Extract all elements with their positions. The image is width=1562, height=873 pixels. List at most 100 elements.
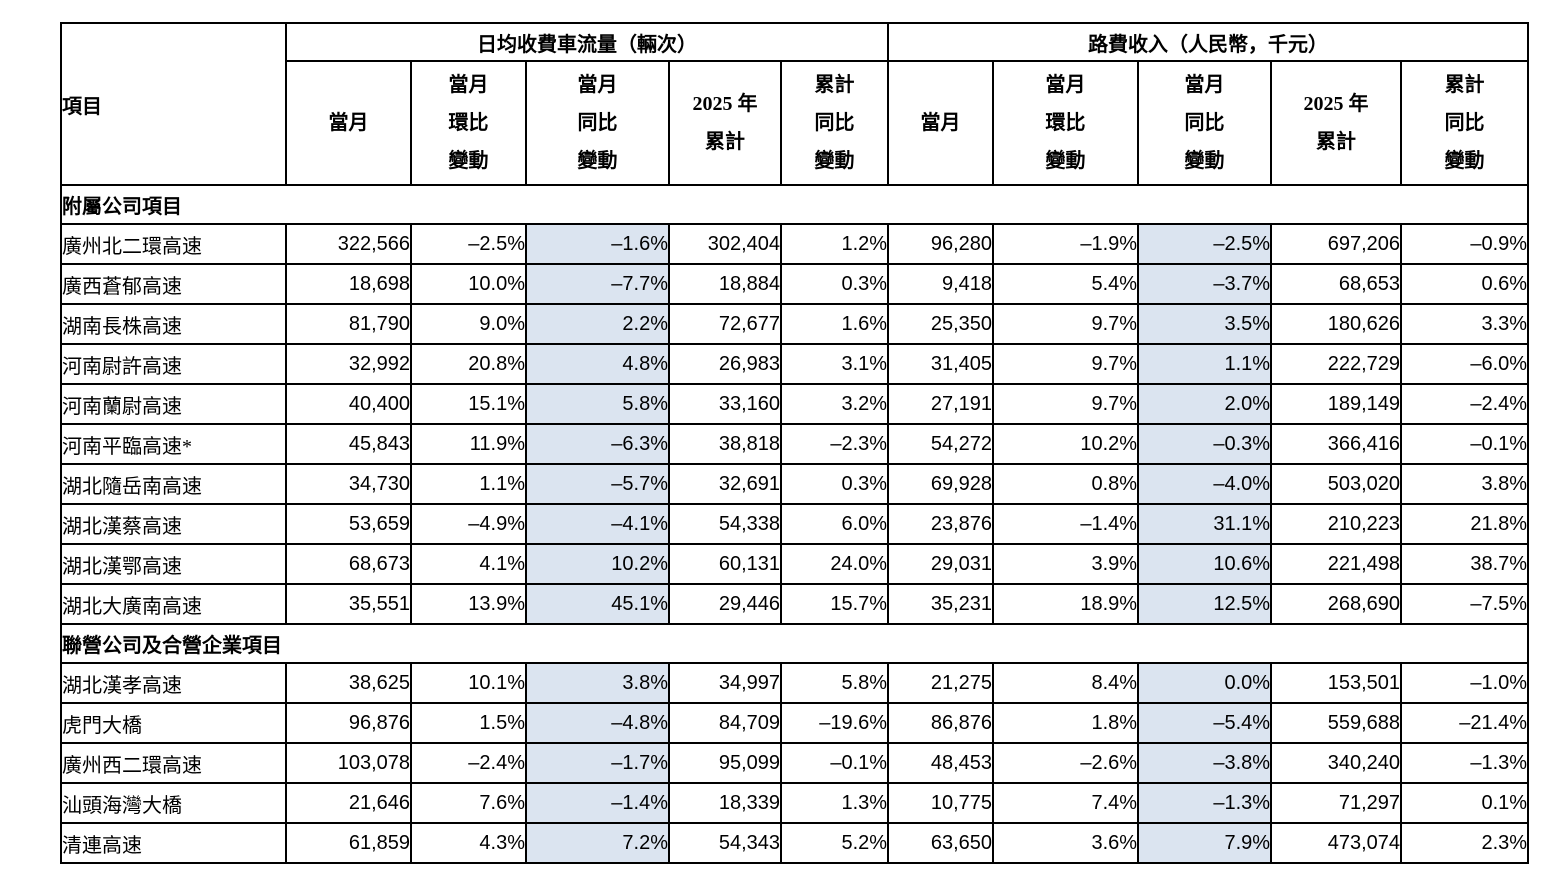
- project-name-cell: 廣州西二環高速: [60, 742, 287, 784]
- column-header-g2-c3: 當月 同比 變動: [1137, 60, 1273, 186]
- value-cell: 1.6%: [779, 303, 890, 345]
- value-cell: 5.2%: [779, 822, 890, 864]
- value-cell: 34,997: [668, 662, 782, 704]
- group-header-row: 項目 日均收費車流量（輛次） 路費收入（人民幣，千元）: [60, 22, 1530, 186]
- value-cell: 21.8%: [1400, 503, 1530, 545]
- value-cell: 0.3%: [779, 263, 890, 305]
- value-cell: –0.1%: [779, 742, 890, 784]
- table-row: 湖北隨岳南高速 34,730 1.1% –5.7% 32,691 0.3% 69,928 0.…: [60, 463, 1530, 505]
- value-cell: 45.1%: [525, 583, 670, 625]
- project-name-cell: 河南蘭尉高速: [60, 383, 287, 425]
- value-cell: 1.1%: [410, 463, 527, 505]
- value-cell: 40,400: [285, 383, 412, 425]
- value-cell: 23,876: [887, 503, 995, 545]
- value-cell: 34,730: [285, 463, 412, 505]
- value-cell: –5.7%: [525, 463, 670, 505]
- value-cell: 503,020: [1270, 463, 1403, 505]
- value-cell: 3.9%: [992, 543, 1140, 585]
- value-cell: –1.6%: [525, 223, 670, 265]
- value-cell: 222,729: [1270, 343, 1403, 385]
- value-cell: –2.4%: [410, 742, 527, 784]
- value-cell: 3.2%: [779, 383, 890, 425]
- value-cell: 20.8%: [410, 343, 527, 385]
- value-cell: 9,418: [887, 263, 995, 305]
- value-cell: 15.7%: [779, 583, 890, 625]
- value-cell: 71,297: [1270, 782, 1403, 824]
- column-header-project: 項目: [60, 22, 287, 186]
- column-header-g2-c5: 累計 同比 變動: [1400, 60, 1530, 186]
- section-title: 聯營公司及合營企業項目: [59, 623, 1530, 664]
- sub-header-row: 當月 當月 環比 變動 當月 同比 變動 2025 年累計 累計 同比 變動 當月 當月 環比 變動 當月 同比…: [61, 60, 1530, 186]
- value-cell: 697,206: [1270, 223, 1403, 265]
- value-cell: 15.1%: [410, 383, 527, 425]
- value-cell: 0.0%: [1137, 662, 1273, 704]
- value-cell: –1.3%: [1137, 782, 1273, 824]
- value-cell: 2.2%: [525, 303, 670, 345]
- value-cell: 1.2%: [779, 223, 890, 265]
- column-header-g1-c5: 累計 同比 變動: [779, 60, 890, 186]
- value-cell: 0.6%: [1400, 263, 1530, 305]
- value-cell: 153,501: [1270, 662, 1403, 704]
- value-cell: 32,691: [668, 463, 782, 505]
- value-cell: –2.4%: [1400, 383, 1530, 425]
- column-header-g2-c1: 當月: [887, 60, 995, 186]
- value-cell: 7.4%: [992, 782, 1140, 824]
- value-cell: 24.0%: [779, 543, 890, 585]
- project-name-cell: 虎門大橋: [60, 702, 287, 744]
- value-cell: 54,272: [887, 423, 995, 465]
- value-cell: 302,404: [668, 223, 782, 265]
- value-cell: 3.8%: [525, 662, 670, 704]
- value-cell: 2.3%: [1400, 822, 1530, 864]
- value-cell: 322,566: [285, 223, 412, 265]
- table-row: 汕頭海灣大橋 21,646 7.6% –1.4% 18,339 1.3% 10,775 7.4…: [60, 782, 1530, 824]
- value-cell: 4.8%: [525, 343, 670, 385]
- table-row: 河南尉許高速 32,992 20.8% 4.8% 26,983 3.1% 31,405 9.7…: [60, 343, 1530, 385]
- table-row: 廣州西二環高速 103,078 –2.4% –1.7% 95,099 –0.1% 48,45…: [60, 742, 1530, 784]
- value-cell: 9.7%: [992, 383, 1140, 425]
- value-cell: –1.9%: [992, 223, 1140, 265]
- value-cell: 10.2%: [525, 543, 670, 585]
- value-cell: 27,191: [887, 383, 995, 425]
- value-cell: –6.0%: [1400, 343, 1530, 385]
- value-cell: –0.3%: [1137, 423, 1273, 465]
- table-row: 河南平臨高速* 45,843 11.9% –6.3% 38,818 –2.3% 54,272…: [60, 423, 1530, 465]
- value-cell: 86,876: [887, 702, 995, 744]
- value-cell: 61,859: [285, 822, 412, 864]
- value-cell: –3.8%: [1137, 742, 1273, 784]
- value-cell: –5.4%: [1137, 702, 1273, 744]
- project-name-cell: 清連高速: [60, 822, 287, 864]
- value-cell: 10.2%: [992, 423, 1140, 465]
- value-cell: –21.4%: [1400, 702, 1530, 744]
- value-cell: –0.9%: [1400, 223, 1530, 265]
- value-cell: 340,240: [1270, 742, 1403, 784]
- group-header-traffic: 日均收費車流量（輛次）: [284, 22, 890, 62]
- value-cell: 7.9%: [1137, 822, 1273, 864]
- value-cell: 3.1%: [779, 343, 890, 385]
- value-cell: 2.0%: [1137, 383, 1273, 425]
- toll-statistics-table: 項目 日均收費車流量（輛次） 路費收入（人民幣，千元） 當月 當月 環比 變動 當月 同比…: [59, 22, 1530, 864]
- column-header-g2-c4: 2025 年累計: [1270, 60, 1403, 186]
- value-cell: 96,280: [887, 223, 995, 265]
- value-cell: 69,928: [887, 463, 995, 505]
- value-cell: 35,551: [285, 583, 412, 625]
- value-cell: 1.1%: [1137, 343, 1273, 385]
- column-header-g2-c2: 當月 環比 變動: [992, 60, 1140, 186]
- value-cell: 26,983: [668, 343, 782, 385]
- value-cell: 53,659: [285, 503, 412, 545]
- value-cell: 473,074: [1270, 822, 1403, 864]
- value-cell: 68,653: [1270, 263, 1403, 305]
- value-cell: 96,876: [285, 702, 412, 744]
- value-cell: –2.6%: [992, 742, 1140, 784]
- value-cell: 35,231: [887, 583, 995, 625]
- value-cell: 1.8%: [992, 702, 1140, 744]
- value-cell: –7.5%: [1400, 583, 1530, 625]
- value-cell: 10,775: [887, 782, 995, 824]
- value-cell: 366,416: [1270, 423, 1403, 465]
- table-row: 湖北大廣南高速 35,551 13.9% 45.1% 29,446 15.7% 35,231…: [60, 583, 1530, 625]
- value-cell: –1.4%: [992, 503, 1140, 545]
- value-cell: 0.8%: [992, 463, 1140, 505]
- section-title: 附屬公司項目: [59, 184, 1530, 225]
- value-cell: 21,275: [887, 662, 995, 704]
- table-row: 清連高速 61,859 4.3% 7.2% 54,343 5.2% 63,650 3.6% 7.…: [60, 822, 1530, 864]
- value-cell: 3.3%: [1400, 303, 1530, 345]
